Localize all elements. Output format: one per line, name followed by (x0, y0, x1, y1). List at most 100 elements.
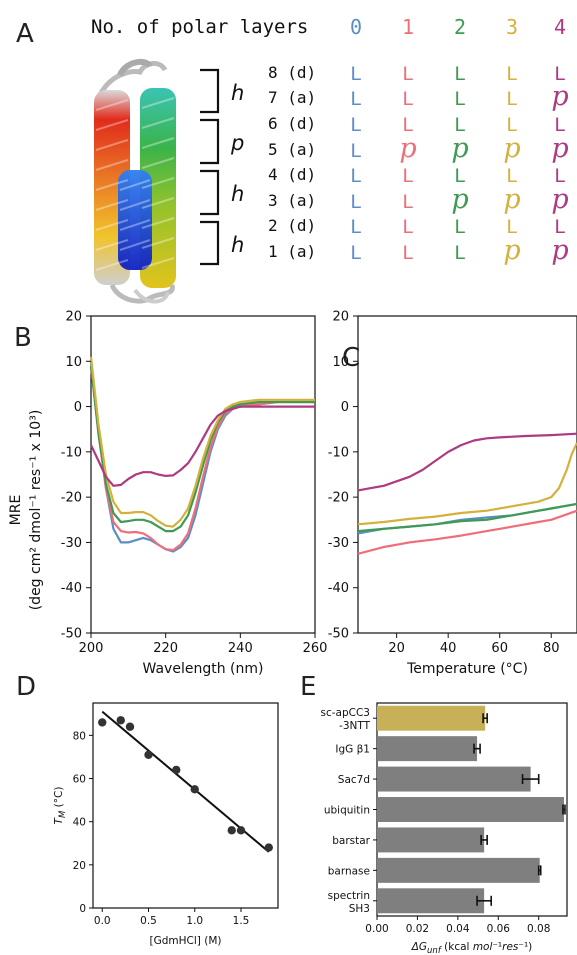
polar-layer-count-3: 3 (506, 15, 518, 39)
plot-frame (90, 315, 316, 634)
bar (377, 766, 531, 792)
y-tick-label: 10 (332, 355, 349, 370)
heptad-position-label: 7 (a) (268, 88, 316, 107)
y-tick-label: 20 (332, 310, 349, 325)
y-tick-label: 20 (73, 860, 86, 872)
leucine-residue-cell: L (454, 216, 465, 238)
leucine-residue-cell: L (350, 242, 361, 264)
cd-spectra-chart: 200 220 240 260 -50 -40 -30 -20 -10 0 10 20 Waveleng… (61, 310, 328, 678)
leucine-residue-cell: L (350, 63, 361, 85)
bar (377, 857, 540, 883)
leucine-residue-cell: L (454, 114, 465, 136)
data-point (144, 750, 153, 759)
polar-residue-cell: p (551, 184, 568, 215)
category-label: barstar (332, 835, 370, 847)
polar-layer-count-1: 1 (402, 15, 414, 39)
category-label: IgG β1 (335, 744, 370, 756)
data-point (227, 826, 236, 835)
data-point (236, 826, 246, 835)
y-tick-label: -50 (61, 627, 82, 642)
x-tick-label: 0.04 (446, 923, 470, 935)
y-tick-label: -40 (328, 581, 349, 596)
series-line-4 (357, 432, 577, 492)
category-label: barnase (328, 865, 370, 877)
polar-residue-cell: p (399, 133, 416, 164)
series-line-2 (357, 502, 577, 533)
polar-residue-cell: p (503, 184, 520, 215)
y-tick-label: 0 (79, 903, 86, 915)
plot-frame (92, 702, 279, 909)
leucine-residue-cell: L (506, 216, 517, 238)
panel-b-ylabel-line1: MRE (8, 495, 24, 526)
y-tick-label: 60 (73, 774, 86, 786)
x-axis-label: [GdmHCl] (M) (150, 935, 222, 947)
leucine-residue-cell: L (402, 63, 413, 85)
polar-layer-count-0: 0 (350, 15, 362, 39)
category-label: SH3 (349, 903, 370, 915)
bracket-label: h (231, 81, 244, 105)
leucine-residue-cell: L (554, 114, 565, 136)
category-label: ubiquitin (324, 805, 370, 817)
x-tick-label: 40 (440, 641, 457, 656)
panel-a-letter: A (16, 19, 34, 49)
heptad-position-label: 3 (a) (268, 191, 316, 210)
y-tick-label: 0 (74, 400, 82, 415)
x-tick-label: 220 (153, 641, 178, 656)
leucine-residue-cell: L (350, 165, 361, 187)
x-tick-label: 80 (543, 641, 560, 656)
heptad-position-label: 1 (a) (268, 242, 316, 261)
leucine-residue-cell: L (350, 191, 361, 213)
y-tick-label: -20 (328, 491, 349, 506)
heptad-position-label: 8 (d) (268, 63, 316, 82)
data-point (264, 843, 273, 852)
x-tick-label: 240 (228, 641, 253, 656)
leucine-residue-cell: L (454, 165, 465, 187)
x-axis-label: ΔGunf (kcal mol⁻¹res⁻¹) (411, 941, 533, 955)
x-tick-label: 60 (491, 641, 508, 656)
category-label: sc-apCC3 (321, 707, 370, 719)
tm-vs-gdmhcl-chart: 0.0 0.5 1.0 1.5 0 20 40 60 80 [GdmHCl] (M) TM (°C) (53, 702, 279, 947)
x-tick-label: 0.02 (406, 923, 429, 935)
category-label: -3NTT (339, 720, 371, 732)
bar (377, 705, 486, 731)
panel-d: D 0.0 0.5 1.0 1.5 0 20 40 60 80 [GdmHCl] (M) TM (°… (16, 672, 279, 947)
bar (377, 736, 478, 762)
panel-e-letter: E (300, 672, 316, 702)
bar (377, 888, 485, 914)
x-tick-label: 1.5 (233, 915, 250, 927)
leucine-residue-cell: L (402, 114, 413, 136)
stability-bar-chart: sc-apCC3-3NTT IgG β1 Sac7d ubiquitin barstar… (321, 702, 568, 955)
leucine-residue-cell: L (506, 88, 517, 110)
y-tick-label: -40 (61, 581, 82, 596)
x-axis-label: Wavelength (nm) (143, 661, 264, 677)
leucine-residue-cell: L (350, 140, 361, 162)
leucine-residue-cell: L (554, 63, 565, 85)
heptad-position-label: 6 (d) (268, 114, 316, 133)
y-tick-label: 80 (73, 730, 86, 742)
bracket-labels: h p h h (230, 81, 244, 257)
bar (377, 797, 564, 822)
series-line-3 (357, 442, 577, 526)
polar-residue-cell: p (503, 235, 520, 266)
panel-b: B MRE (deg cm² dmol⁻¹ res⁻¹ x 10³) 200 22… (8, 310, 327, 678)
x-tick-label: 0.06 (487, 923, 511, 935)
series-line-4 (90, 405, 315, 487)
polar-residue-cell: p (551, 133, 568, 164)
plot-frame (357, 315, 577, 634)
x-tick-label: 0.08 (527, 923, 550, 935)
layer-brackets (200, 68, 220, 266)
x-tick-label: 1.0 (186, 915, 203, 927)
x-tick-label: 200 (79, 641, 104, 656)
panel-e: E sc-apCC3-3NTT IgG β1 Sac7d ubiquitin barst… (300, 672, 568, 955)
leucine-residue-cell: L (402, 88, 413, 110)
x-tick-label: 0.0 (94, 915, 111, 927)
heptad-position-label: 2 (d) (268, 216, 316, 235)
panel-b-letter: B (14, 323, 32, 353)
leucine-residue-cell: L (506, 165, 517, 187)
x-tick-label: 0.5 (140, 915, 157, 927)
y-tick-label: -30 (61, 536, 82, 551)
heptad-position-label: 5 (a) (268, 140, 316, 159)
data-point (116, 716, 125, 725)
polar-residue-cell: p (451, 133, 468, 164)
